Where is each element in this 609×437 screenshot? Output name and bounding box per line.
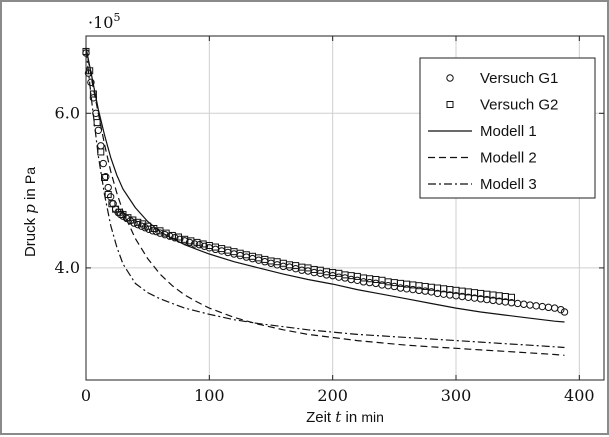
data-point-circle — [538, 302, 547, 311]
plot-area-frame — [85, 35, 605, 381]
x-tick-label: 300 — [441, 386, 472, 405]
legend: Versuch G1 Versuch G2 Modell 1 Modell 2 Mode… — [419, 57, 596, 199]
legend-item: Modell 3 — [428, 176, 537, 193]
data-point-circle — [365, 278, 374, 287]
data-point-circle — [141, 224, 149, 232]
data-point-circle — [195, 241, 204, 249]
data-point-circle — [526, 301, 534, 309]
data-point-circle — [335, 273, 343, 281]
legend-label: Modell 2 — [480, 150, 537, 167]
data-point-square — [139, 220, 147, 228]
legend-label: Versuch G1 — [480, 70, 558, 87]
series-3 — [85, 47, 565, 323]
data-point-circle — [261, 258, 269, 266]
data-point-circle — [390, 282, 399, 291]
data-point-circle — [560, 308, 569, 316]
data-point-circle — [359, 278, 368, 286]
data-point-square — [97, 148, 105, 156]
data-point-circle — [427, 288, 436, 296]
x-axis-label: Zeit t in min — [306, 408, 384, 426]
data-point-circle — [87, 78, 95, 87]
legend-label: Modell 1 — [480, 123, 537, 140]
data-point-circle — [544, 303, 553, 312]
data-point-circle — [372, 279, 380, 288]
legend-marker-swatch — [446, 74, 454, 82]
data-point-circle — [532, 302, 540, 310]
y-tick-label: 4.0 — [55, 258, 80, 277]
legend-item: Modell 1 — [428, 123, 537, 140]
data-point-circle — [106, 193, 115, 201]
data-point-circle — [557, 305, 565, 314]
data-point-circle — [254, 256, 263, 264]
data-point-circle — [396, 284, 405, 292]
legend-label: Versuch G2 — [480, 97, 558, 114]
data-point-square — [115, 208, 123, 216]
data-point-square — [134, 218, 142, 226]
legend-item: Versuch G1 — [446, 70, 558, 87]
data-point-circle — [211, 245, 220, 254]
data-point-circle — [236, 251, 244, 260]
data-point-circle — [513, 299, 522, 308]
data-point-circle — [94, 126, 103, 135]
data-point-circle — [285, 263, 294, 271]
data-point-circle — [415, 286, 423, 295]
data-point-circle — [97, 142, 105, 150]
data-point-circle — [242, 253, 251, 261]
data-point-circle — [102, 172, 110, 181]
data-point-square — [124, 214, 132, 222]
legend-item: Versuch G2 — [446, 97, 558, 114]
y-axis-label: Druck p in Pa — [21, 167, 39, 257]
series-layer — [82, 47, 569, 356]
data-point-circle — [230, 250, 238, 258]
data-point-circle — [384, 281, 392, 290]
data-point-circle — [99, 159, 107, 168]
x-tick-label: 200 — [317, 386, 348, 405]
x-tick-label: 0 — [81, 386, 91, 405]
data-point-circle — [161, 230, 169, 239]
data-point-square — [508, 293, 515, 301]
data-point-square — [93, 119, 101, 127]
y-tick-label: 6.0 — [55, 103, 80, 122]
data-point-circle — [104, 183, 112, 192]
data-point-circle — [520, 300, 528, 308]
x-tick-label: 100 — [194, 386, 225, 405]
data-point-square — [104, 190, 112, 198]
x-tick-label: 400 — [564, 386, 595, 405]
data-point-circle — [347, 275, 355, 284]
tick-layer: 0 100 200 300 400 4.0 6.0 — [55, 36, 604, 405]
data-point-circle — [402, 285, 411, 293]
y-axis-scale-label: ·105 — [88, 11, 120, 32]
data-point-square — [129, 216, 137, 224]
data-point-circle — [224, 248, 232, 257]
legend-item: Modell 2 — [428, 150, 537, 167]
series-line — [85, 47, 565, 323]
legend-items: Versuch G1 Versuch G2 Modell 1 Modell 2 Mode… — [428, 70, 558, 193]
data-point-circle — [353, 276, 362, 284]
data-point-circle — [217, 247, 226, 255]
data-point-circle — [248, 254, 257, 263]
legend-label: Modell 3 — [480, 176, 537, 193]
data-point-circle — [148, 227, 157, 235]
data-point-square — [108, 200, 116, 208]
data-point-circle — [200, 242, 209, 250]
data-point-circle — [550, 304, 559, 312]
y-axis-scale-exponent: 5 — [113, 11, 120, 24]
legend-marker-swatch — [446, 101, 454, 108]
data-point-circle — [421, 287, 429, 295]
data-point-circle — [409, 285, 417, 294]
data-point-circle — [267, 259, 275, 267]
data-point-circle — [378, 281, 386, 289]
series-line — [85, 49, 565, 349]
series-5 — [85, 49, 565, 349]
